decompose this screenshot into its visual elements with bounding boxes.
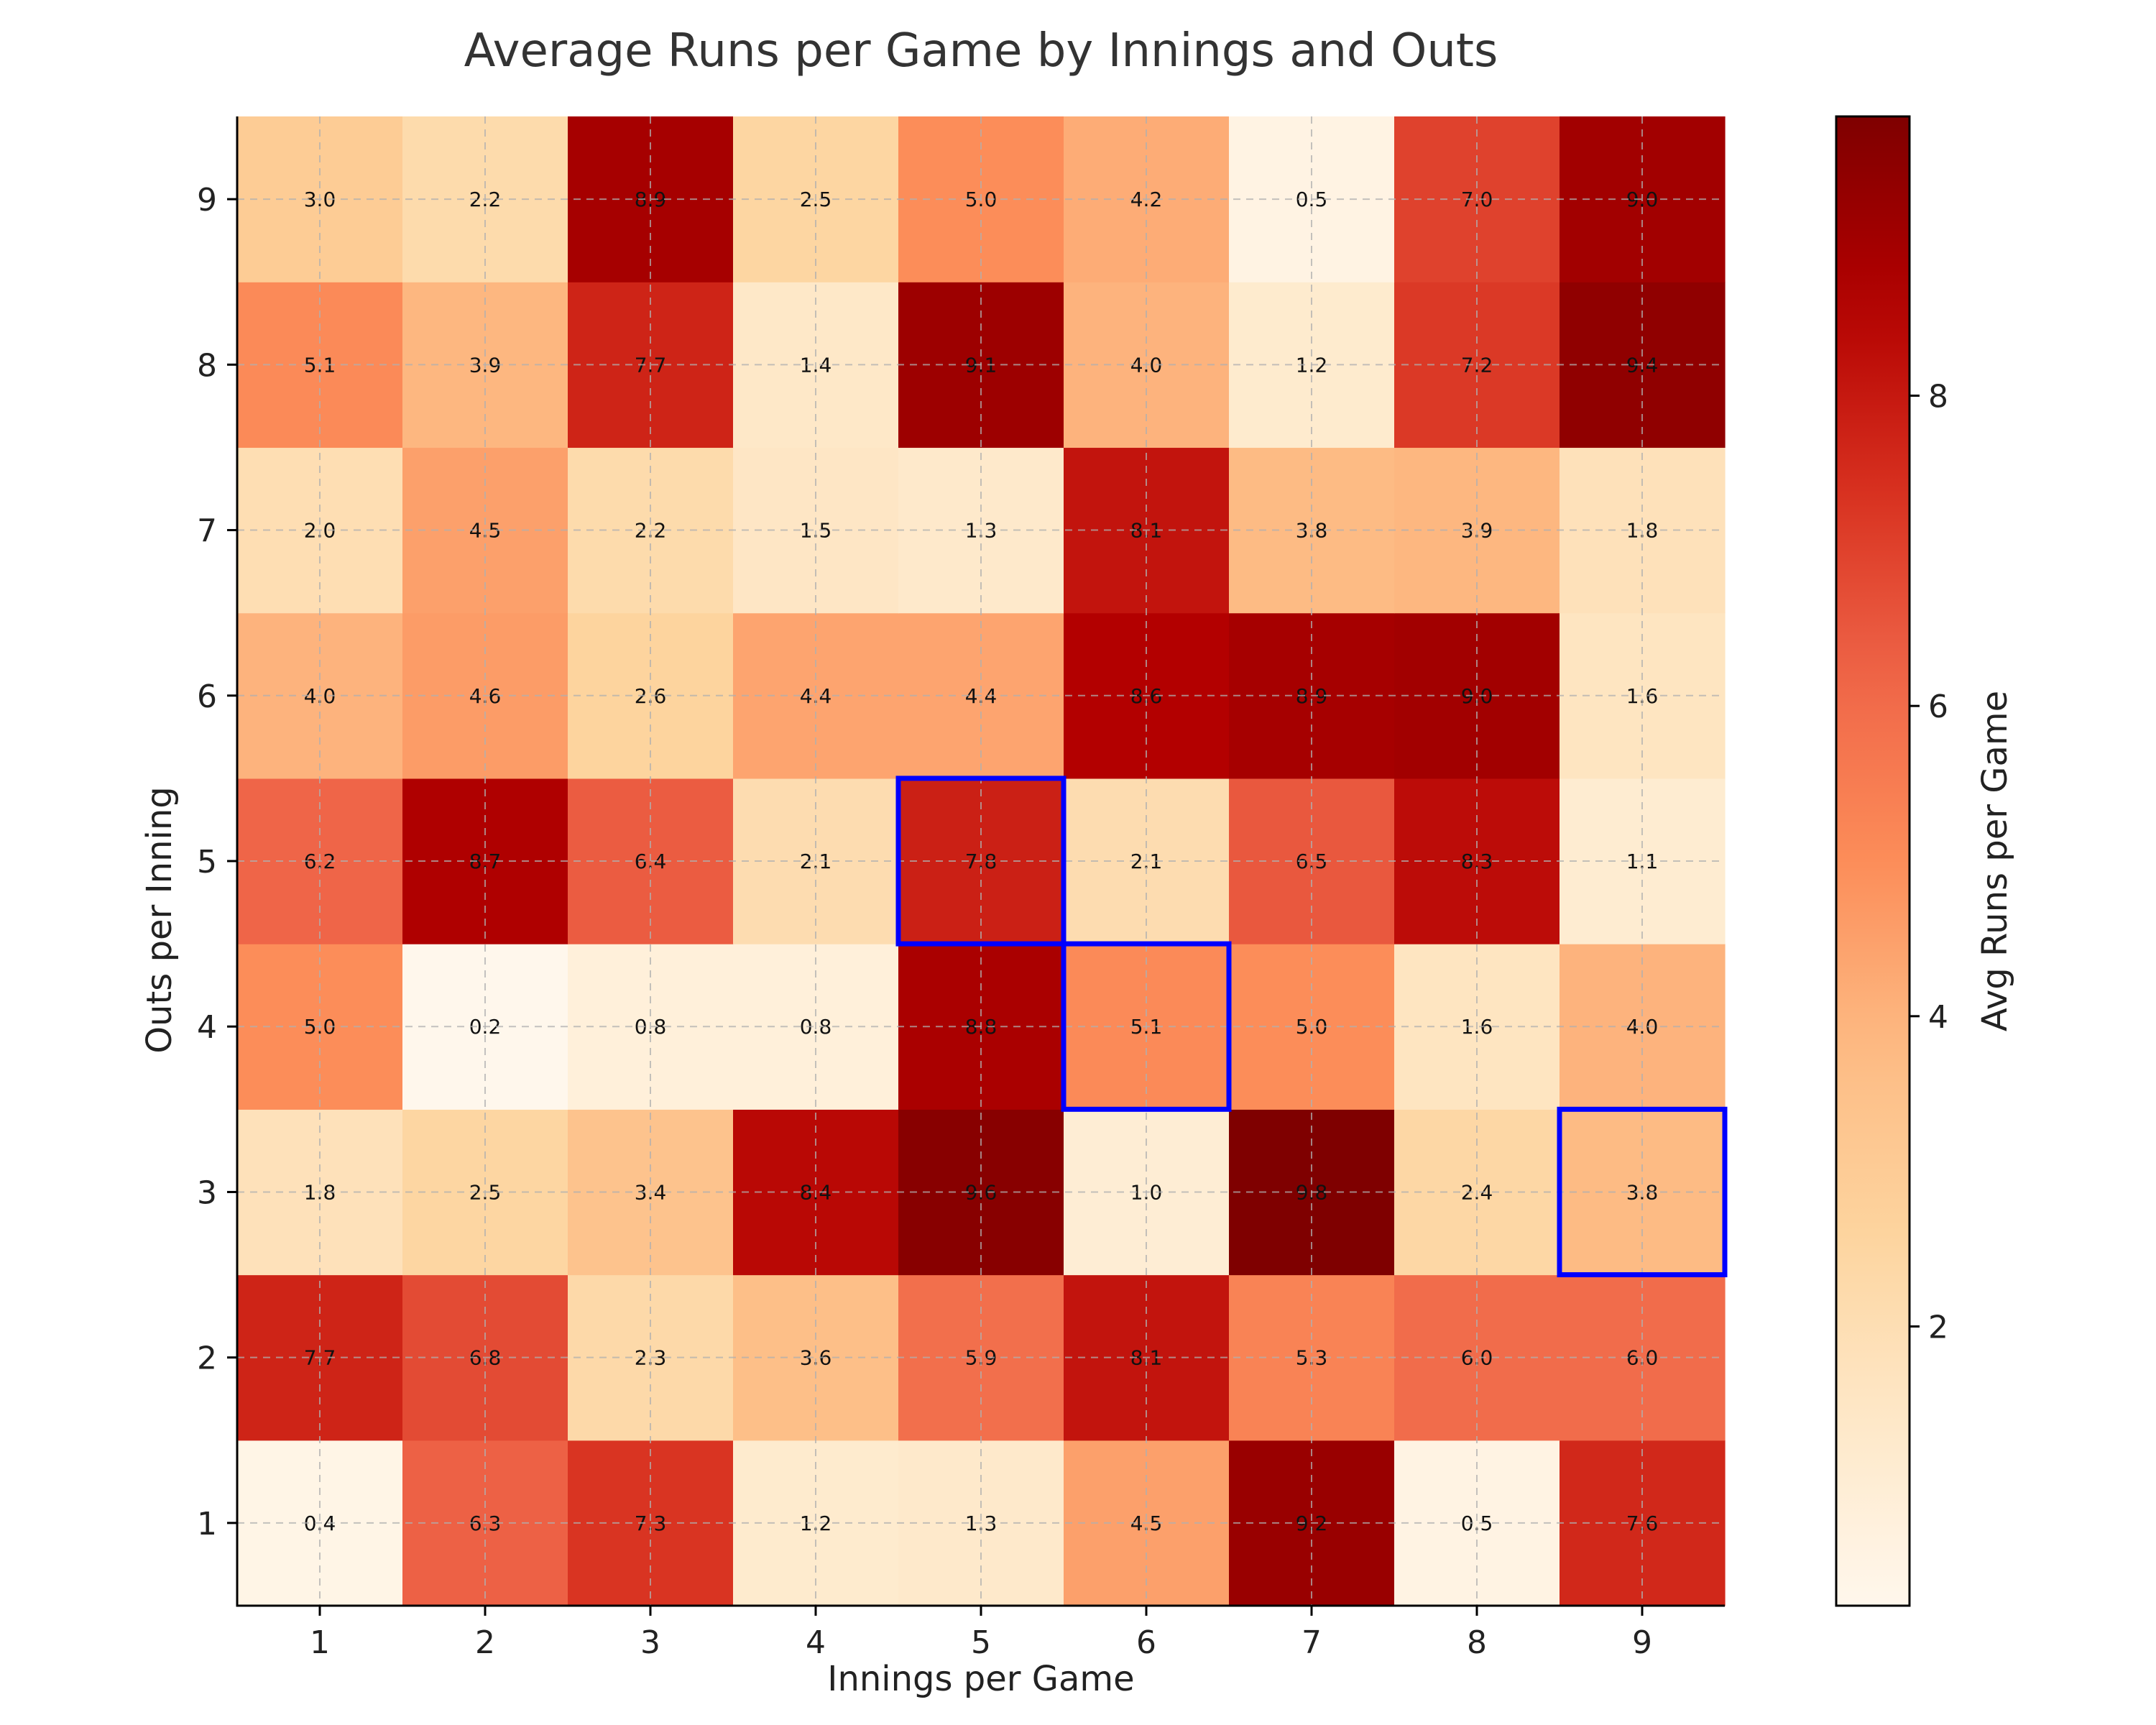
x-tick-label: 2 [475,1624,495,1661]
colorbar-tick-label: 8 [1928,379,1948,415]
x-tick-label: 4 [806,1624,826,1661]
colorbar-ticks: 2 4 6 8 [1909,379,1948,1346]
highlight-boxes [895,776,1728,1278]
x-tick-label: 9 [1632,1624,1652,1661]
colorbar-tick-label: 2 [1928,1310,1948,1346]
x-axis-label: Innings per Game [827,1659,1134,1699]
colorbar-label: Avg Runs per Game [1975,691,2015,1031]
y-tick-label: 7 [197,513,217,550]
y-tick-label: 1 [197,1506,217,1542]
colorbar [1835,115,1911,1607]
highlight-box [1557,1106,1728,1278]
y-tick-label: 6 [197,678,217,715]
x-tick-label: 5 [971,1624,991,1661]
y-axis-ticks: 1 2 3 4 5 6 7 8 9 [197,182,237,1542]
y-tick-label: 5 [197,844,217,880]
y-tick-label: 9 [197,182,217,218]
y-tick-label: 2 [197,1340,217,1377]
y-axis-label: Outs per Inning [139,786,180,1054]
colorbar-tick-label: 4 [1928,999,1948,1036]
colorbar-tick-label: 6 [1928,689,1948,725]
y-tick-label: 4 [197,1009,217,1046]
y-tick-label: 8 [197,347,217,384]
x-tick-label: 1 [310,1624,330,1661]
y-tick-label: 3 [197,1174,217,1211]
chart-title: Average Runs per Game by Innings and Out… [464,24,1498,78]
x-tick-label: 3 [640,1624,660,1661]
gridlines [237,116,1725,1606]
highlight-box [895,776,1067,947]
x-tick-label: 6 [1136,1624,1156,1661]
x-tick-label: 8 [1467,1624,1487,1661]
x-tick-label: 7 [1302,1624,1322,1661]
highlight-box [1061,941,1232,1112]
x-axis-ticks: 1 2 3 4 5 6 7 8 9 [310,1606,1652,1661]
